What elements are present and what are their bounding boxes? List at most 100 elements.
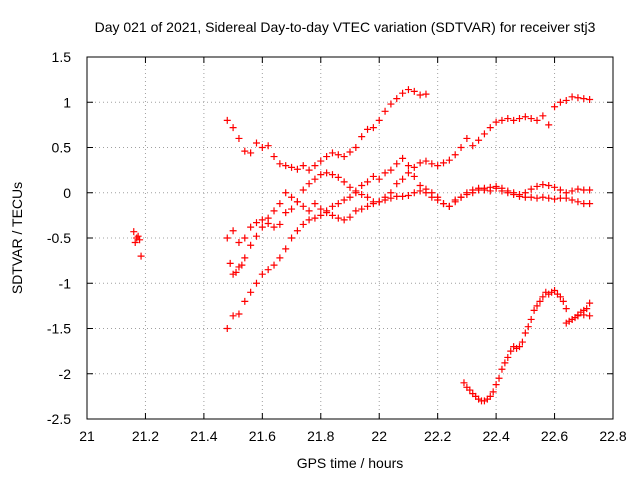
data-point	[293, 198, 301, 206]
data-point	[358, 133, 366, 141]
data-point	[235, 134, 243, 142]
data-point	[539, 112, 547, 120]
data-point	[399, 192, 407, 200]
y-tick-label: -0.5	[47, 230, 71, 246]
data-point	[252, 232, 260, 240]
data-point	[504, 115, 512, 123]
data-point	[551, 103, 559, 111]
data-point	[393, 192, 401, 200]
data-point	[270, 223, 278, 231]
data-point	[393, 180, 401, 188]
data-point	[247, 241, 255, 249]
data-point	[574, 94, 582, 102]
data-point	[346, 193, 354, 201]
data-point	[247, 223, 255, 231]
data-point	[258, 223, 266, 231]
data-point	[399, 89, 407, 97]
x-tick-label: 22	[371, 428, 387, 444]
data-point	[580, 186, 588, 194]
data-point	[510, 116, 518, 124]
data-point	[393, 160, 401, 168]
data-point	[527, 185, 535, 193]
data-marks	[130, 86, 594, 405]
data-point	[574, 185, 582, 193]
data-point	[568, 187, 576, 195]
data-point	[498, 116, 506, 124]
data-point	[252, 139, 260, 147]
y-axis-label: SDTVAR / TECUs	[9, 182, 25, 294]
data-point	[293, 227, 301, 235]
data-point	[428, 160, 436, 168]
data-point	[235, 239, 243, 247]
data-point	[387, 100, 395, 108]
data-point	[311, 200, 319, 208]
data-point	[381, 196, 389, 204]
data-point	[393, 95, 401, 103]
data-point	[241, 297, 249, 305]
data-point	[507, 347, 515, 355]
data-point	[404, 86, 412, 94]
data-point	[556, 186, 564, 194]
x-tick-label: 22.6	[541, 428, 568, 444]
data-point	[264, 266, 272, 274]
data-point	[328, 171, 336, 179]
data-point	[551, 195, 559, 203]
x-tick-labels: 21 21.2 21.4 21.6 21.8 22 22.2 22.4 22.6 22.8	[79, 428, 627, 444]
data-point	[247, 288, 255, 296]
data-point	[404, 191, 412, 199]
data-point	[340, 153, 348, 161]
data-point	[276, 200, 284, 208]
data-point	[521, 189, 529, 197]
data-point	[270, 261, 278, 269]
data-point	[469, 189, 477, 197]
data-point	[328, 149, 336, 157]
data-point	[293, 165, 301, 173]
data-point	[451, 196, 459, 204]
data-point	[282, 189, 290, 197]
data-point	[504, 187, 512, 195]
data-point	[131, 239, 139, 247]
data-point	[334, 173, 342, 181]
data-point	[258, 270, 266, 278]
data-point	[346, 213, 354, 221]
data-point	[562, 305, 570, 313]
data-point	[311, 162, 319, 170]
data-point	[334, 200, 342, 208]
data-point	[223, 116, 231, 124]
data-point	[422, 90, 430, 98]
data-point	[352, 144, 360, 151]
data-point	[489, 388, 497, 396]
x-axis-label: GPS time / hours	[297, 455, 404, 471]
data-point	[466, 386, 474, 394]
data-point	[568, 93, 576, 101]
data-point	[305, 216, 313, 224]
data-point	[486, 183, 494, 191]
data-point	[352, 207, 360, 215]
data-point	[515, 191, 523, 199]
data-point	[346, 148, 354, 156]
data-point	[282, 245, 290, 253]
data-point	[410, 163, 418, 171]
data-point	[258, 216, 266, 224]
data-point	[568, 315, 576, 323]
data-point	[340, 178, 348, 186]
data-point	[422, 185, 430, 193]
data-point	[364, 125, 372, 133]
data-point	[270, 153, 278, 161]
y-tick-label: 1	[63, 94, 71, 110]
data-point	[299, 202, 307, 210]
data-point	[536, 297, 544, 305]
x-tick-label: 21	[79, 428, 95, 444]
data-point	[440, 159, 448, 167]
data-point	[556, 98, 564, 106]
data-point	[530, 306, 538, 314]
data-point	[288, 234, 296, 242]
data-point	[545, 182, 553, 190]
data-point	[375, 116, 383, 124]
data-point	[562, 189, 570, 197]
data-point	[457, 193, 465, 201]
data-point	[317, 205, 325, 213]
data-point	[328, 211, 336, 219]
data-point	[495, 374, 503, 382]
x-tick-label: 22.2	[424, 428, 451, 444]
